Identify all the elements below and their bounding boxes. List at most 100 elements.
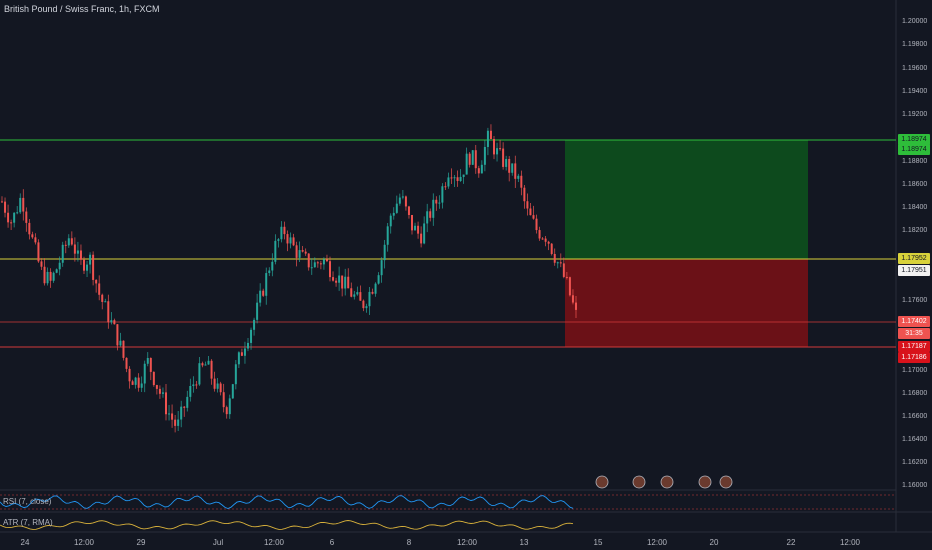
candle-body[interactable] [213,378,216,389]
candle-body[interactable] [325,259,328,262]
candle-body[interactable] [505,158,508,167]
candle-body[interactable] [216,383,219,389]
candle-body[interactable] [462,174,465,177]
candle-body[interactable] [432,199,435,218]
candle-body[interactable] [465,153,468,175]
event-icon[interactable] [595,475,609,489]
candle-body[interactable] [471,150,474,165]
candle-body[interactable] [268,270,271,274]
candle-body[interactable] [192,384,195,386]
candle-body[interactable] [568,277,571,296]
candle-body[interactable] [250,329,253,343]
candle-body[interactable] [177,419,180,426]
candle-body[interactable] [365,306,368,309]
candle-body[interactable] [386,226,389,245]
candle-body[interactable] [92,254,95,280]
candle-body[interactable] [186,396,189,408]
candle-body[interactable] [344,276,347,289]
candle-body[interactable] [67,238,70,246]
loss-zone[interactable] [565,259,808,347]
candle-body[interactable] [496,148,499,155]
event-icon[interactable] [660,475,674,489]
profit-zone[interactable] [565,140,808,259]
candle-body[interactable] [441,186,444,203]
candle-body[interactable] [575,302,577,310]
candle-body[interactable] [426,211,429,224]
candle-body[interactable] [456,177,459,182]
candle-body[interactable] [541,238,544,240]
candle-body[interactable] [234,364,237,385]
candle-body[interactable] [1,201,3,203]
candle-body[interactable] [70,238,73,245]
candle-body[interactable] [514,163,517,179]
candle-body[interactable] [113,320,116,325]
candle-body[interactable] [319,263,322,265]
candle-body[interactable] [271,261,274,271]
candle-body[interactable] [140,383,143,388]
candle-body[interactable] [98,283,101,295]
candle-body[interactable] [49,271,52,281]
candle-body[interactable] [22,197,25,212]
candle-body[interactable] [64,244,67,246]
candle-body[interactable] [395,203,398,213]
candle-body[interactable] [322,259,325,265]
candle-body[interactable] [101,294,104,302]
candle-body[interactable] [110,320,113,323]
candle-body[interactable] [219,383,222,393]
candle-body[interactable] [198,363,201,385]
candle-body[interactable] [19,197,22,213]
candle-body[interactable] [480,164,483,174]
candle-body[interactable] [58,262,61,270]
candle-body[interactable] [407,206,410,215]
candle-body[interactable] [168,413,171,415]
candle-body[interactable] [256,302,259,320]
candle-body[interactable] [243,348,246,356]
candle-body[interactable] [155,385,158,389]
candle-body[interactable] [152,371,155,386]
candle-body[interactable] [183,406,186,408]
candle-body[interactable] [535,218,538,231]
candle-body[interactable] [404,196,407,207]
candle-body[interactable] [459,176,462,182]
candle-body[interactable] [210,360,213,379]
candle-body[interactable] [429,211,432,218]
candle-body[interactable] [4,201,7,213]
candle-body[interactable] [526,201,529,209]
candle-body[interactable] [149,358,152,372]
candle-body[interactable] [571,295,574,303]
candle-body[interactable] [477,168,480,174]
candle-body[interactable] [131,381,134,385]
candle-body[interactable] [450,177,453,179]
candle-body[interactable] [453,177,456,179]
event-icon[interactable] [632,475,646,489]
candle-body[interactable] [502,148,505,167]
event-icon[interactable] [719,475,733,489]
candle-body[interactable] [61,244,64,263]
candle-body[interactable] [146,358,149,364]
candle-body[interactable] [401,196,404,198]
candle-body[interactable] [174,419,177,426]
candle-body[interactable] [380,260,383,276]
candle-body[interactable] [286,234,289,244]
candle-body[interactable] [204,364,207,366]
candle-body[interactable] [28,222,31,235]
candle-body[interactable] [468,153,471,165]
candle-body[interactable] [240,352,243,356]
candle-body[interactable] [125,357,128,369]
candle-body[interactable] [122,340,125,358]
candle-body[interactable] [171,413,174,420]
candle-body[interactable] [383,244,386,261]
candle-body[interactable] [158,388,161,394]
candle-body[interactable] [13,212,16,223]
candle-body[interactable] [283,226,286,235]
candle-body[interactable] [274,240,277,262]
candle-body[interactable] [228,398,231,415]
candle-body[interactable] [562,263,565,277]
candle-body[interactable] [180,406,183,420]
candle-body[interactable] [137,377,140,388]
candle-body[interactable] [420,233,423,244]
candle-body[interactable] [341,275,344,289]
candle-body[interactable] [444,186,447,188]
